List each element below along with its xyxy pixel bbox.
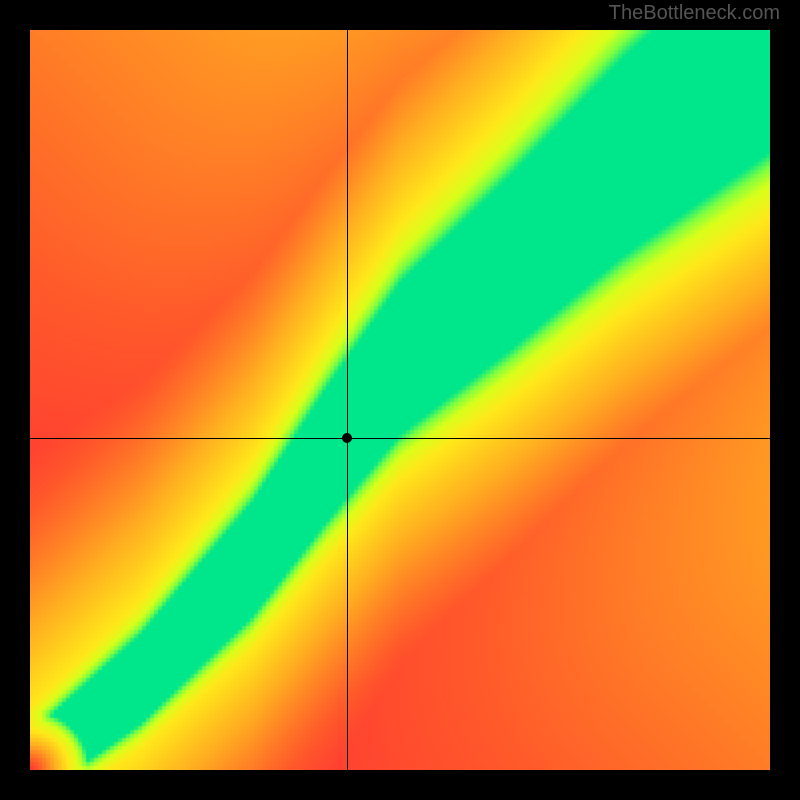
- crosshair-horizontal: [30, 438, 770, 439]
- crosshair-vertical: [347, 30, 348, 770]
- watermark-text: TheBottleneck.com: [609, 2, 780, 25]
- bottleneck-heatmap: [30, 30, 770, 770]
- heatmap-canvas: [30, 30, 770, 770]
- selection-marker: [342, 433, 352, 443]
